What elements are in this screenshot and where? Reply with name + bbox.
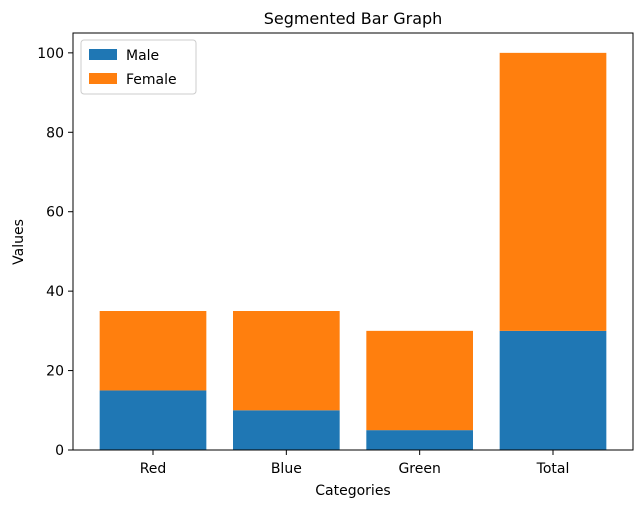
x-tick-label: Blue bbox=[271, 461, 302, 477]
x-tick-label: Red bbox=[140, 461, 167, 477]
bar-female-total bbox=[499, 52, 607, 331]
bar-male-green bbox=[366, 430, 473, 450]
bar-male-blue bbox=[233, 410, 340, 450]
bar-female-blue bbox=[233, 311, 340, 411]
y-tick-label: 0 bbox=[55, 443, 64, 459]
bar-male-red bbox=[99, 390, 207, 450]
chart-title: Segmented Bar Graph bbox=[264, 9, 443, 28]
y-tick-label: 100 bbox=[37, 46, 64, 62]
plot-area: Red Blue Green Total 0 20 40 60 80 100 bbox=[37, 32, 634, 477]
y-tick-label: 80 bbox=[46, 125, 64, 141]
legend-label-male: Male bbox=[126, 48, 159, 64]
x-tick-label: Green bbox=[398, 461, 440, 477]
bar-female-green bbox=[366, 330, 473, 431]
legend-swatch-male bbox=[89, 49, 117, 60]
y-tick-label: 20 bbox=[46, 364, 64, 380]
legend-swatch-female bbox=[89, 73, 117, 84]
y-axis-label: Values bbox=[11, 219, 27, 265]
x-tick-label: Total bbox=[536, 461, 570, 477]
legend-label-female: Female bbox=[126, 72, 177, 88]
x-axis-label: Categories bbox=[315, 483, 390, 499]
axes-frame bbox=[72, 32, 634, 451]
bar-female-red bbox=[99, 311, 207, 391]
y-tick-label: 40 bbox=[46, 284, 64, 300]
y-tick-label: 60 bbox=[46, 205, 64, 221]
legend: Male Female bbox=[80, 39, 197, 95]
bar-male-total bbox=[499, 330, 607, 450]
